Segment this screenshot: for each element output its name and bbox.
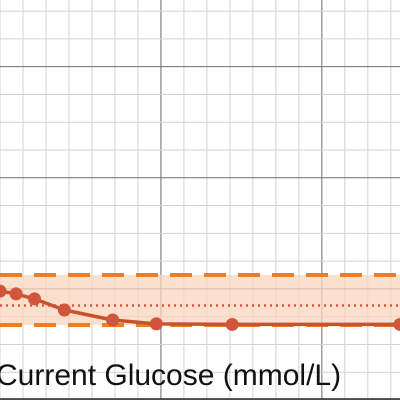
- data-point: [0, 284, 7, 298]
- data-point: [9, 287, 23, 301]
- x-axis-label: Current Glucose (mmol/L): [0, 359, 341, 392]
- target-band: [0, 273, 400, 327]
- data-point: [27, 292, 41, 306]
- target-band-fill: [0, 275, 400, 325]
- series: [0, 284, 400, 331]
- data-point: [57, 303, 71, 317]
- data-point: [149, 317, 163, 331]
- data-point: [225, 317, 239, 331]
- data-point: [106, 313, 120, 327]
- data-point: [393, 317, 400, 331]
